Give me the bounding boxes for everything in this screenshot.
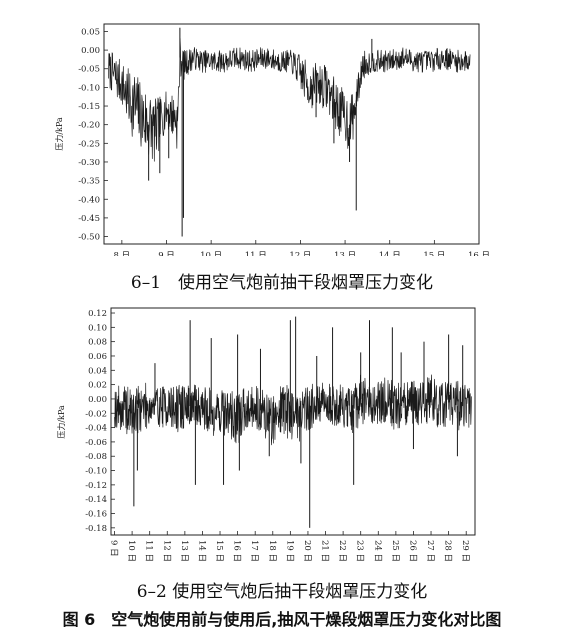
x-tick-label: 9 日 [109, 540, 119, 557]
y-tick-label: -0.10 [85, 467, 107, 477]
y-tick-label: 0.08 [88, 338, 107, 348]
x-tick-label: 22 日 [337, 540, 347, 562]
y-tick-label: 0.02 [88, 381, 107, 391]
y-tick-label: 0.04 [88, 366, 107, 376]
y-tick-label: 0.05 [81, 27, 100, 37]
x-tick-label: 24 日 [372, 540, 382, 562]
y-tick-label: 0.00 [88, 395, 107, 405]
y-tick-label: -0.10 [78, 83, 100, 93]
series-line [114, 374, 472, 446]
chart-2: 0.12 0.10 0.08 0.06 0.04 0.02 0.00 -0.02 -0.04 -0… [56, 307, 476, 562]
x-tick-label: 28 日 [443, 540, 453, 562]
x-tick-label: 20 日 [302, 540, 312, 562]
y-tick-label: -0.02 [85, 409, 107, 419]
y-tick-label: -0.06 [85, 438, 107, 448]
x-tick-label: 16 日 [232, 540, 242, 562]
x-tick-label: 25 日 [390, 540, 400, 562]
chart-1-caption: 6–1 使用空气炮前抽干段烟罩压力变化 [130, 273, 434, 293]
y-tick-label: -0.25 [78, 139, 100, 149]
x-tick-label: 26 日 [407, 540, 417, 562]
y-tick-label: -0.14 [85, 495, 107, 505]
y-tick-label: -0.50 [78, 233, 100, 243]
y-tick-label: -0.12 [85, 481, 107, 491]
y-tick-label: 0.10 [88, 323, 107, 333]
chart-2-container: 0.12 0.10 0.08 0.06 0.04 0.02 0.00 -0.02 -0.04 -0… [0, 300, 564, 575]
y-tick-label: 0.00 [81, 46, 100, 56]
y-tick-label: 0.12 [88, 309, 107, 319]
x-tick-label: 12 日 [161, 540, 171, 562]
x-tick-label: 14 日 [196, 540, 206, 562]
x-tick-label: 15 日 [214, 540, 224, 562]
x-tick-label: 19 日 [284, 540, 294, 562]
series-line [108, 38, 471, 162]
figure-caption: 图 6 空气炮使用前与使用后,抽风干燥段烟罩压力变化对比图 [62, 610, 502, 629]
y-tick-label: 0.06 [88, 352, 107, 362]
y-tick-label: -0.30 [78, 158, 100, 168]
x-tick-label: 15 日 [423, 251, 445, 256]
y-tick-label: -0.20 [78, 121, 100, 131]
x-tick-label: 9 日 [158, 251, 175, 256]
x-tick-label: 10 日 [126, 540, 136, 562]
y-axis-label: 压力/kPa [54, 117, 64, 151]
x-tick-label: 13 日 [334, 251, 356, 256]
x-tick-label: 10 日 [200, 251, 222, 256]
plot-frame [110, 307, 476, 536]
x-tick-label: 8 日 [114, 251, 131, 256]
y-tick-label: -0.04 [85, 424, 107, 434]
y-axis-label: 压力/kPa [56, 405, 66, 439]
x-tick-label: 21 日 [320, 540, 330, 562]
x-tick-label: 29 日 [460, 540, 470, 562]
x-tick-label: 12 日 [289, 251, 311, 256]
x-tick-label: 23 日 [355, 540, 365, 562]
y-tick-label: -0.45 [78, 214, 100, 224]
y-tick-label: -0.16 [85, 510, 107, 520]
y-tick-label: -0.05 [78, 65, 100, 75]
x-tick-label: 17 日 [249, 540, 259, 562]
x-tick-label: 11 日 [144, 540, 154, 562]
x-tick-label: 13 日 [179, 540, 189, 562]
x-tick-label: 18 日 [267, 540, 277, 562]
x-tick-label: 11 日 [245, 251, 267, 256]
chart-1: 0.05 0.00 -0.05 -0.10 -0.15 -0.20 -0.25 -0.30 -0… [54, 23, 490, 256]
y-tick-label: -0.40 [78, 195, 100, 205]
plot-frame [103, 23, 480, 245]
y-tick-label: -0.08 [85, 452, 107, 462]
chart-2-caption: 6–2 使用空气炮后抽干段烟罩压力变化 [136, 582, 428, 602]
x-tick-label: 27 日 [425, 540, 435, 562]
x-tick-label: 14 日 [379, 251, 401, 256]
x-tick-label: 16 日 [468, 251, 490, 256]
y-tick-label: -0.35 [78, 177, 100, 187]
y-tick-label: -0.15 [78, 102, 100, 112]
chart-1-container: 0.05 0.00 -0.05 -0.10 -0.15 -0.20 -0.25 -0.30 -0… [0, 6, 564, 256]
y-tick-label: -0.18 [85, 524, 107, 534]
